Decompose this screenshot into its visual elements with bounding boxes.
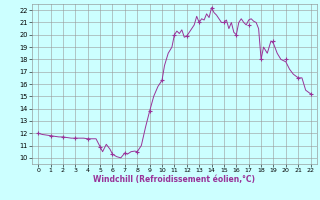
X-axis label: Windchill (Refroidissement éolien,°C): Windchill (Refroidissement éolien,°C)	[93, 175, 255, 184]
